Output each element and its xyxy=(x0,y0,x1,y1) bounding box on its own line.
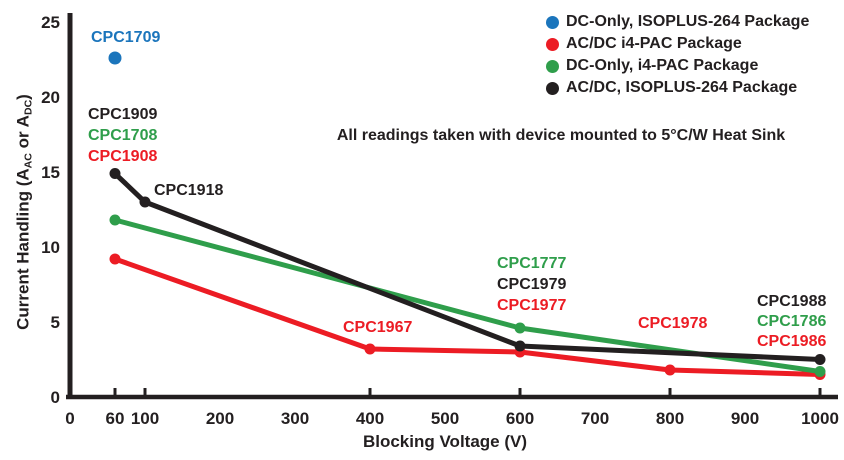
y-axis-title-part: Current Handling (A xyxy=(13,168,33,330)
x-axis-title: Blocking Voltage (V) xyxy=(362,432,528,451)
data-point-CPC1709 xyxy=(108,51,122,65)
device-label-CPC1986: CPC1986 xyxy=(757,333,827,350)
device-label-CPC1709: CPC1709 xyxy=(91,29,161,46)
legend-item-1: AC/DC i4-PAC Package xyxy=(546,33,809,55)
data-point-CPC1967 xyxy=(364,343,376,355)
data-point-CPC1777 xyxy=(514,322,526,334)
x-tick-label-900: 900 xyxy=(731,409,759,428)
legend-item-3: AC/DC, ISOPLUS-264 Package xyxy=(546,77,809,99)
legend-dot-icon xyxy=(546,59,559,73)
y-tick-label-15: 15 xyxy=(41,163,60,182)
y-axis-title: Current Handling (AAC or ADC) xyxy=(14,94,35,330)
legend-dot-icon xyxy=(546,37,559,51)
data-point-CPC1978 xyxy=(664,364,676,376)
y-tick-label-0: 0 xyxy=(51,388,60,407)
y-axis-title-part: or A xyxy=(13,115,33,154)
x-tick-label-800: 800 xyxy=(656,409,684,428)
y-axis-title-sub-ac: AC xyxy=(22,153,35,169)
series-line-ac-dc-isoplus-264-package xyxy=(112,171,823,362)
y-tick-label-10: 10 xyxy=(41,238,60,257)
legend-item-label: AC/DC i4-PAC Package xyxy=(566,35,742,52)
y-tick-label-5: 5 xyxy=(51,313,60,332)
legend-dot-icon xyxy=(546,81,559,95)
x-tick-label-1000: 1000 xyxy=(801,409,839,428)
device-label-CPC1777: CPC1777 xyxy=(497,255,567,272)
y-axis-title-part: ) xyxy=(13,94,33,100)
x-tick-label-400: 400 xyxy=(356,409,384,428)
legend-item-label: DC-Only, i4-PAC Package xyxy=(566,57,759,74)
data-point-CPC1918 xyxy=(139,196,151,208)
data-point-CPC1988 xyxy=(814,354,826,365)
device-label-CPC1918: CPC1918 xyxy=(154,182,224,199)
data-point-CPC1979 xyxy=(514,340,526,352)
heat-sink-annotation: All readings taken with device mounted t… xyxy=(336,127,786,144)
x-tick-label-300: 300 xyxy=(281,409,309,428)
x-tick-label-60: 60 xyxy=(106,409,125,428)
x-tick-label-600: 600 xyxy=(506,409,534,428)
legend-dot-icon xyxy=(546,15,559,29)
y-tick-label-20: 20 xyxy=(41,88,60,107)
legend-item-2: DC-Only, i4-PAC Package xyxy=(546,55,809,77)
device-label-CPC1786: CPC1786 xyxy=(757,313,827,330)
device-label-CPC1908: CPC1908 xyxy=(88,148,158,165)
device-label-CPC1979: CPC1979 xyxy=(497,276,567,293)
data-point-CPC1908 xyxy=(109,253,121,265)
device-label-CPC1978: CPC1978 xyxy=(638,315,708,332)
device-label-CPC1977: CPC1977 xyxy=(497,297,567,314)
device-label-CPC1708: CPC1708 xyxy=(88,127,158,144)
legend-item-label: AC/DC, ISOPLUS-264 Package xyxy=(566,79,798,96)
y-axis-title-sub-dc: DC xyxy=(22,99,35,116)
device-label-CPC1909: CPC1909 xyxy=(88,106,158,123)
x-tick-label-100: 100 xyxy=(131,409,159,428)
x-tick-label-700: 700 xyxy=(581,409,609,428)
x-tick-label-0: 0 xyxy=(65,409,74,428)
data-point-CPC1909 xyxy=(109,168,121,179)
chart-legend: DC-Only, ISOPLUS-264 Package AC/DC i4-PAC… xyxy=(546,11,809,99)
legend-item-0: DC-Only, ISOPLUS-264 Package xyxy=(546,11,809,33)
x-tick-label-200: 200 xyxy=(206,409,234,428)
x-tick-label-500: 500 xyxy=(431,409,459,428)
data-point-CPC1786 xyxy=(814,366,826,377)
legend-item-label: DC-Only, ISOPLUS-264 Package xyxy=(566,13,810,30)
y-tick-label-25: 25 xyxy=(41,13,60,32)
data-point-CPC1708 xyxy=(109,214,121,226)
device-label-CPC1988: CPC1988 xyxy=(757,293,827,310)
device-label-CPC1967: CPC1967 xyxy=(343,319,413,336)
